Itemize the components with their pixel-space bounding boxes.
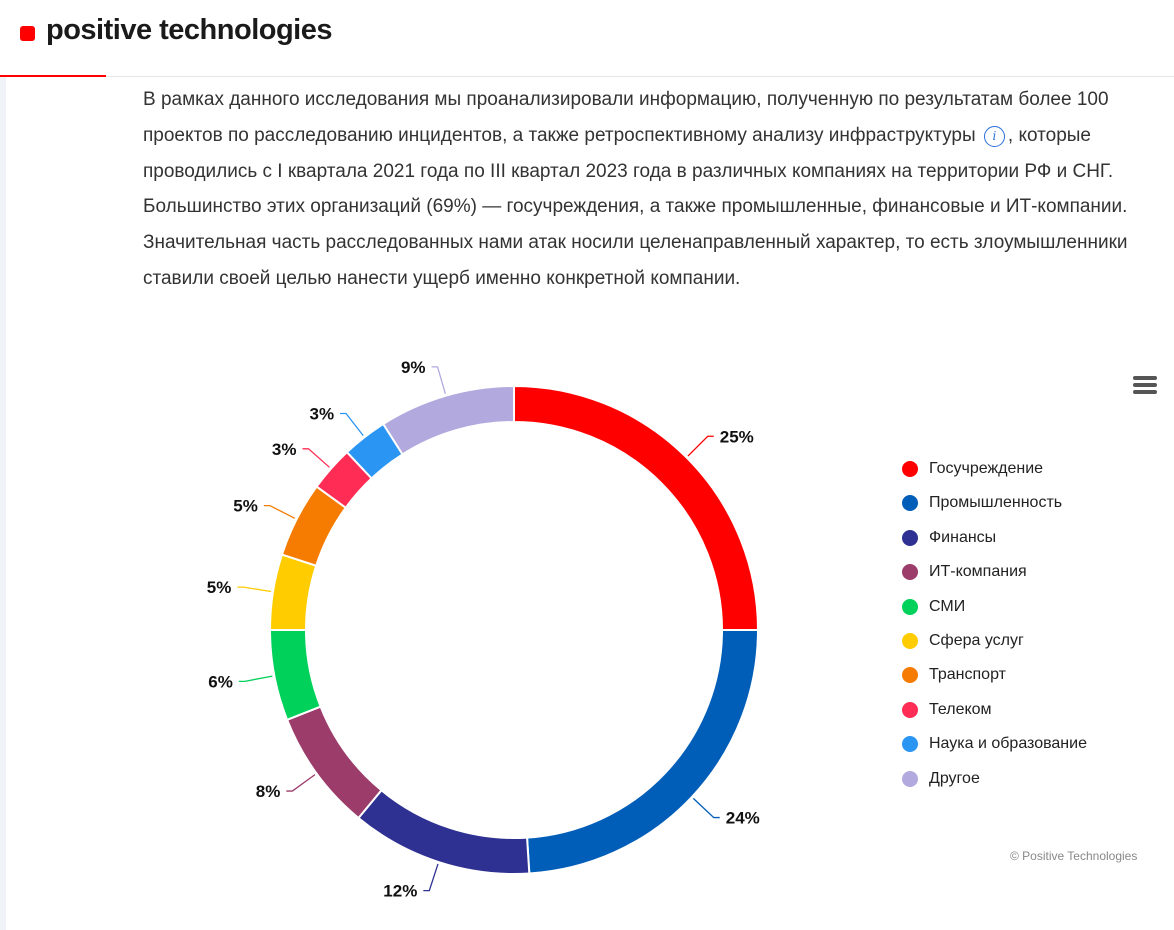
legend-item[interactable]: Госучреждение	[902, 459, 1087, 493]
donut-slice[interactable]	[513, 384, 760, 631]
legend-item[interactable]: Сфера услуг	[902, 631, 1087, 665]
data-label: 5%	[233, 497, 258, 516]
data-label: 5%	[207, 578, 232, 597]
data-label-connector	[237, 586, 272, 593]
data-label-connector	[340, 412, 364, 437]
data-label-connector	[238, 675, 273, 682]
donut-slice[interactable]	[381, 384, 515, 456]
legend-label: Телеком	[929, 700, 992, 718]
data-label-connector	[431, 366, 446, 394]
legend-item[interactable]: Финансы	[902, 528, 1087, 562]
logo-square-icon[interactable]	[20, 26, 35, 41]
intro-paragraph: В рамках данного исследования мы проанал…	[143, 82, 1153, 297]
legend-dot-icon	[902, 461, 918, 477]
legend-item[interactable]: ИТ-компания	[902, 562, 1087, 596]
data-label-connector	[263, 504, 296, 519]
data-label: 9%	[401, 358, 426, 377]
data-label-connector	[302, 448, 330, 468]
donut-slice[interactable]	[285, 705, 383, 820]
data-label: 12%	[383, 882, 417, 901]
data-label-connector	[423, 863, 439, 892]
data-label: 25%	[720, 427, 754, 446]
legend-dot-icon	[902, 770, 918, 787]
legend-label: Транспорт	[929, 666, 1006, 684]
donut-slice[interactable]	[268, 629, 322, 722]
intro-text-part2: , которые проводились с I квартала 2021 …	[143, 124, 1128, 289]
legend-dot-icon	[902, 632, 918, 649]
donut-slice[interactable]	[268, 553, 318, 631]
legend-label: ИТ-компания	[929, 563, 1027, 581]
legend-dot-icon	[902, 598, 918, 615]
donut-chart: 25% 24% 12% 8% 6% 5% 5% 3% 3% 9%	[207, 358, 760, 901]
intro-text-part1: В рамках данного исследования мы проанал…	[143, 89, 1109, 146]
legend-dot-icon	[902, 564, 918, 581]
legend-item[interactable]: Наука и образование	[902, 734, 1087, 768]
legend-item[interactable]: Телеком	[902, 700, 1087, 734]
legend-item[interactable]: Транспорт	[902, 665, 1087, 699]
legend-label: Финансы	[929, 528, 997, 546]
legend-label: Промышленность	[929, 494, 1063, 512]
legend-dot-icon	[902, 495, 918, 512]
legend-item[interactable]: СМИ	[902, 597, 1087, 631]
site-header: positive technologies	[0, 0, 1174, 77]
legend-dot-icon	[902, 529, 918, 546]
legend-label: Сфера услуг	[929, 631, 1024, 649]
left-rail	[0, 77, 6, 930]
donut-slice[interactable]	[357, 788, 531, 875]
legend-label: Другое	[929, 769, 980, 787]
legend-dot-icon	[902, 736, 918, 753]
info-icon[interactable]: i	[983, 125, 1005, 147]
data-label-connector	[692, 797, 720, 819]
data-label: 6%	[208, 672, 233, 691]
data-label: 3%	[309, 404, 334, 423]
data-label-connector	[286, 774, 316, 792]
legend-dot-icon	[902, 701, 918, 718]
logo-text[interactable]: positive technologies	[46, 14, 333, 46]
chart-menu-icon[interactable]	[1133, 376, 1159, 398]
data-label: 24%	[726, 809, 760, 828]
legend-item[interactable]: Промышленность	[902, 493, 1087, 527]
legend-label: Госучреждение	[929, 460, 1044, 477]
chart-credits[interactable]: © Positive Technologies	[1010, 849, 1138, 863]
legend-item[interactable]: Другое	[902, 769, 1087, 803]
data-label: 8%	[256, 782, 281, 801]
legend-label: Наука и образование	[929, 735, 1087, 753]
legend-label: СМИ	[929, 597, 966, 615]
legend-dot-icon	[902, 667, 918, 684]
header-accent-line	[0, 75, 106, 77]
data-label: 3%	[272, 440, 297, 459]
data-label-connector	[687, 435, 714, 457]
donut-slice[interactable]	[525, 629, 760, 875]
chart-legend: Госучреждение Промышленность Финансы ИТ-ком…	[902, 459, 1087, 803]
